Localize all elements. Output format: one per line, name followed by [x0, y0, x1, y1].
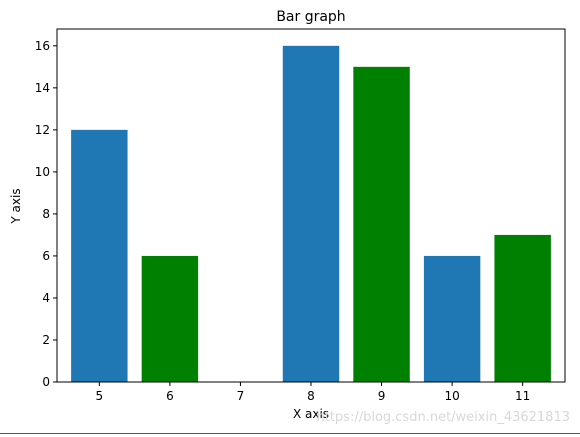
x-tick-label: 7 — [237, 389, 245, 403]
y-tick-label: 4 — [42, 291, 50, 305]
y-tick-label: 8 — [42, 207, 50, 221]
bar-x5 — [71, 129, 128, 382]
y-tick-label: 2 — [42, 333, 50, 347]
x-axis-label: X axis — [293, 407, 329, 421]
x-axis-ticks: 5 6 7 8 9 10 11 — [96, 382, 530, 403]
x-tick-label: 9 — [378, 389, 386, 403]
y-tick-label: 12 — [35, 123, 50, 137]
y-tick-label: 0 — [42, 375, 50, 389]
x-tick-label: 5 — [96, 389, 104, 403]
x-tick-label: 10 — [444, 389, 459, 403]
plot-frame — [56, 28, 566, 383]
bar-x6 — [141, 255, 199, 382]
bar-x10 — [423, 255, 481, 382]
x-tick-label: 11 — [515, 389, 530, 403]
y-axis-ticks: 0 2 4 6 8 10 12 14 16 — [35, 39, 57, 389]
y-tick-label: 16 — [35, 39, 50, 53]
y-tick-label: 10 — [35, 165, 50, 179]
y-tick-label: 14 — [35, 81, 50, 95]
bar-x9 — [353, 66, 410, 383]
x-tick-label: 8 — [307, 389, 315, 403]
y-axis-label: Y axis — [9, 188, 23, 224]
bars-group — [71, 45, 551, 383]
watermark: https://blog.csdn.net/weixin_43621813 — [316, 410, 570, 425]
bar-x8 — [282, 45, 340, 383]
y-tick-label: 6 — [42, 249, 50, 263]
bar-x11 — [494, 234, 551, 382]
chart-title: Bar graph — [276, 9, 345, 25]
x-tick-label: 6 — [166, 389, 174, 403]
